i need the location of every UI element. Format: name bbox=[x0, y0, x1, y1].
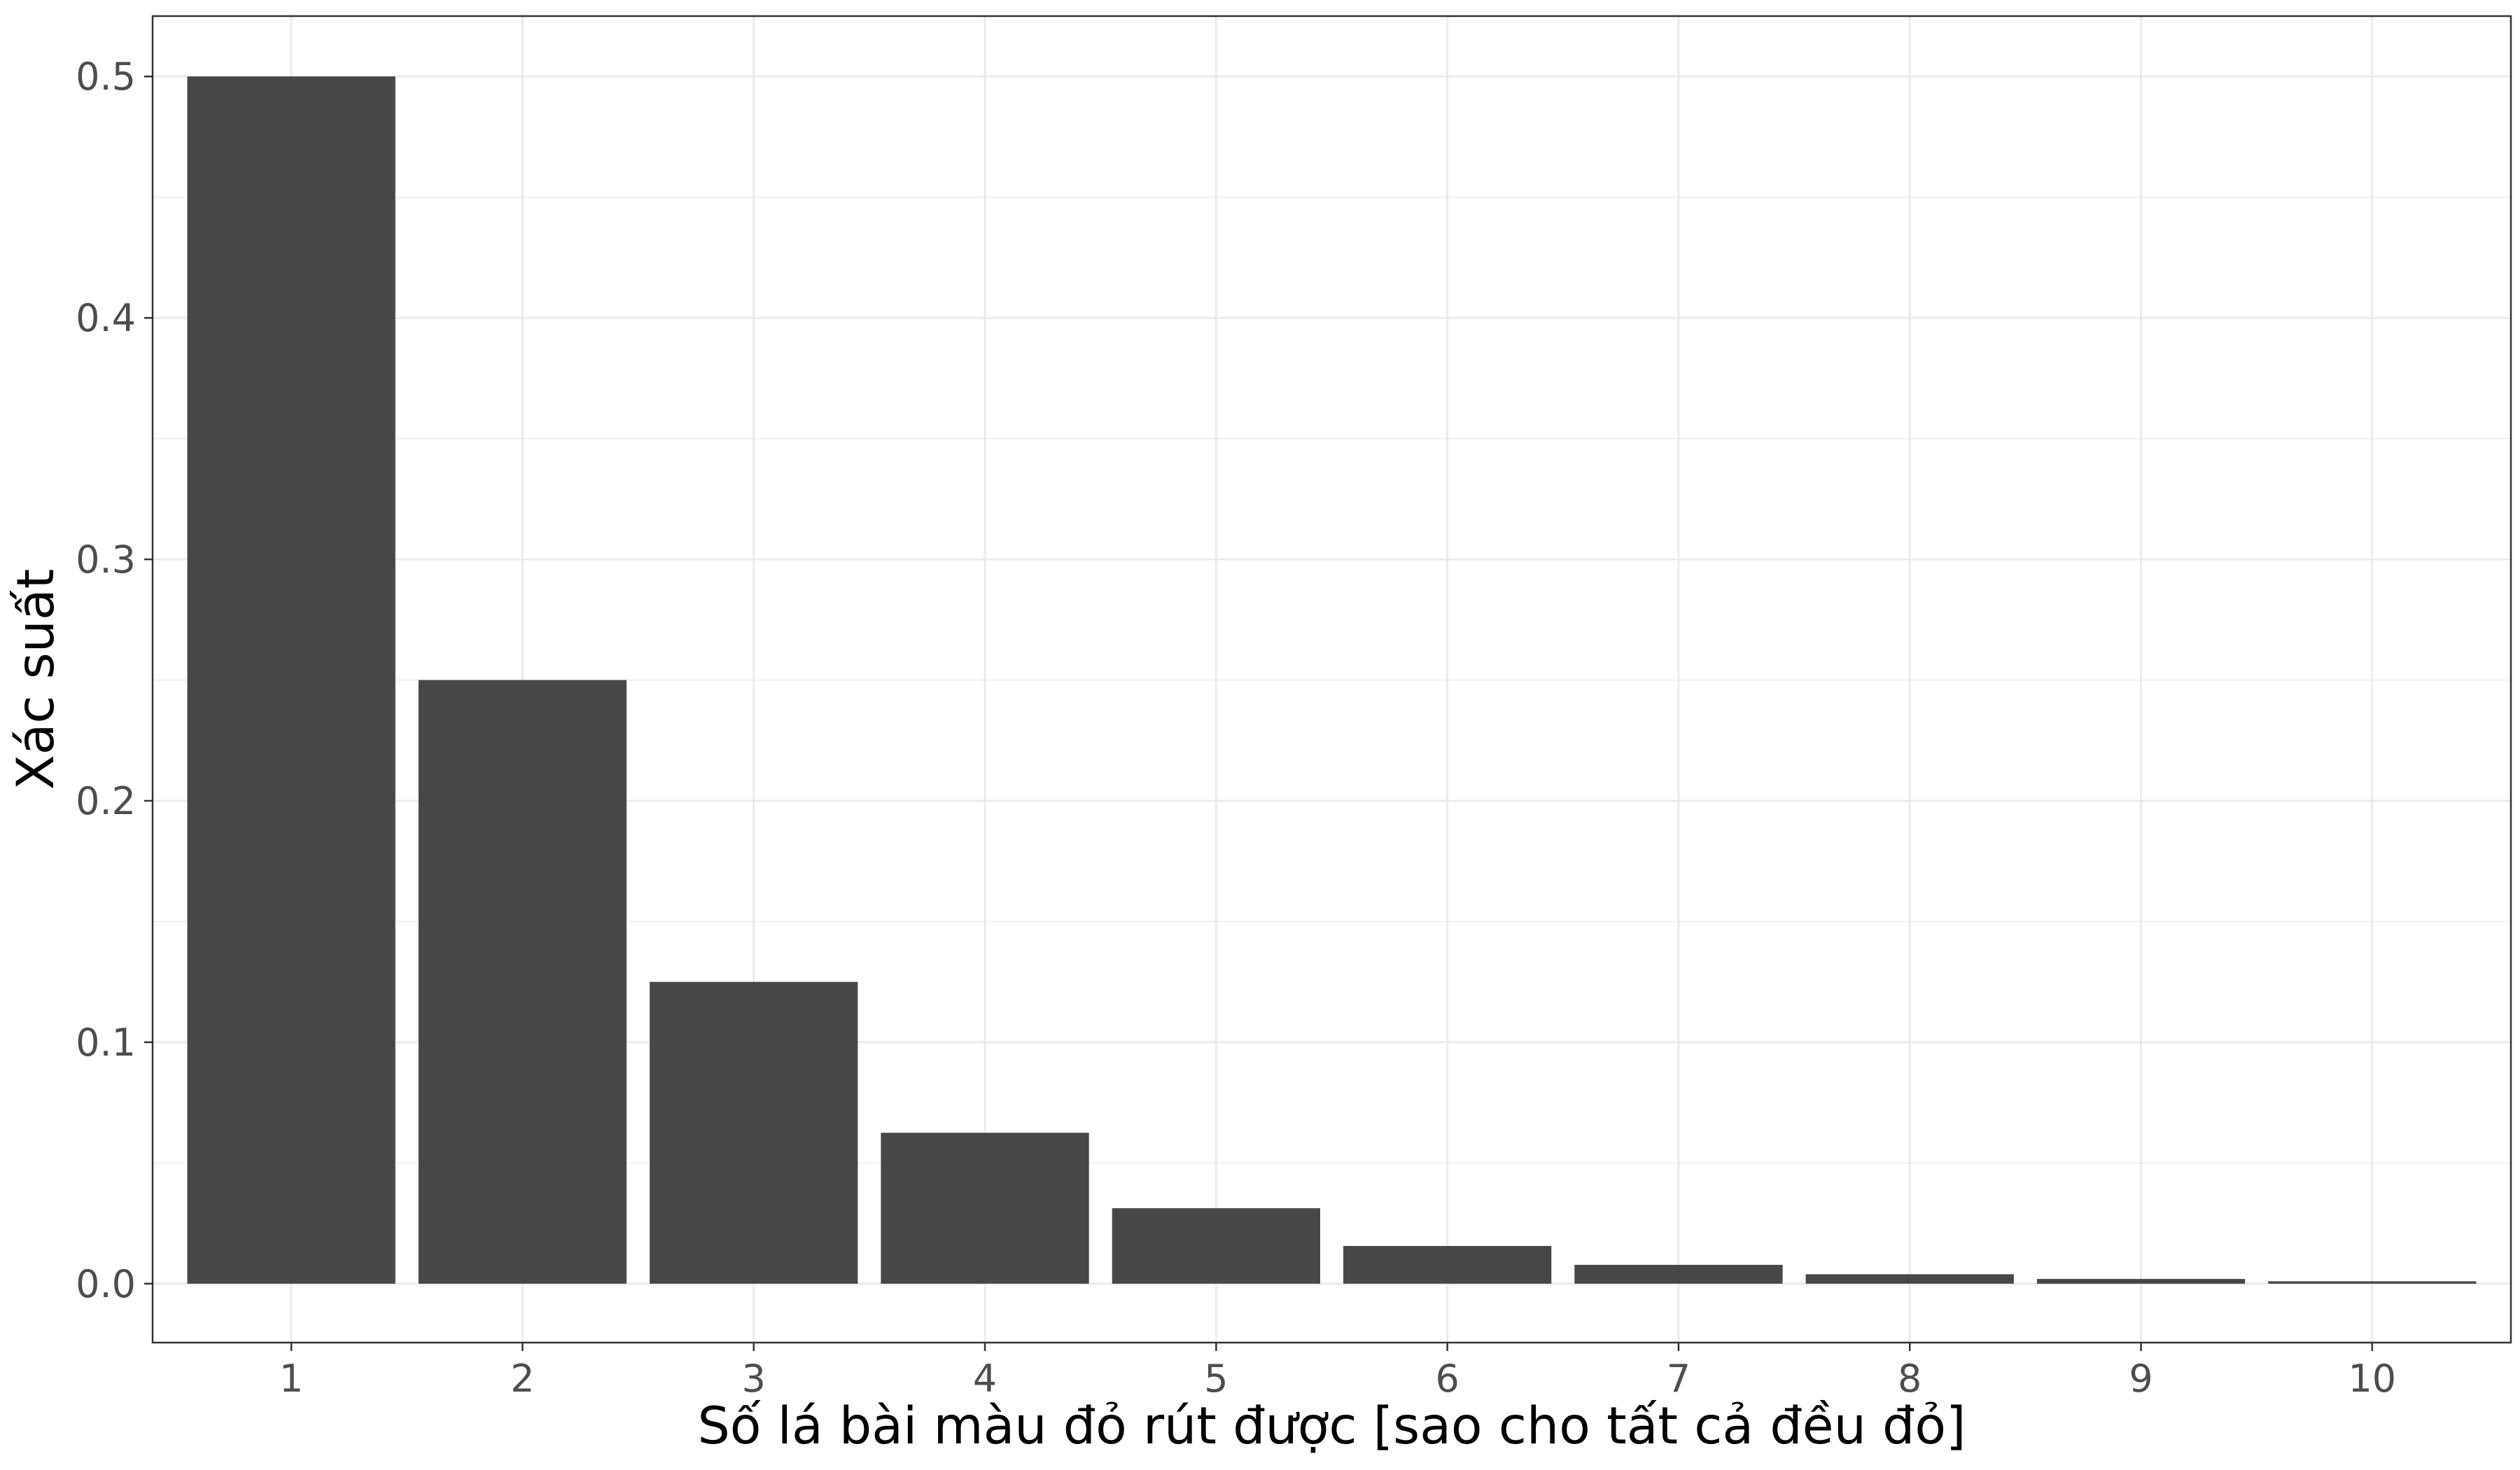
x-tick-label: 5 bbox=[1204, 1357, 1228, 1401]
x-axis-title: Số lá bài màu đỏ rút được [sao cho tất c… bbox=[697, 1396, 1966, 1456]
bar-9 bbox=[2036, 1279, 2246, 1284]
bar-2 bbox=[418, 680, 627, 1284]
bar-5 bbox=[1112, 1208, 1320, 1284]
y-tick-label: 0.0 bbox=[76, 1262, 136, 1306]
x-axis: 1 2 3 4 5 6 7 8 9 10 bbox=[279, 1343, 2396, 1401]
x-tick-label: 3 bbox=[742, 1357, 766, 1401]
x-tick-label: 7 bbox=[1667, 1357, 1690, 1401]
bar-3 bbox=[650, 981, 858, 1284]
y-axis: 0.0 0.1 0.2 0.3 0.4 0.5 bbox=[76, 55, 153, 1306]
bar-4 bbox=[881, 1133, 1089, 1284]
x-tick-label: 6 bbox=[1435, 1357, 1459, 1401]
x-tick-label: 4 bbox=[973, 1357, 997, 1401]
y-tick-label: 0.1 bbox=[76, 1021, 136, 1065]
y-axis-title: Xác suất bbox=[6, 569, 66, 790]
bar-10 bbox=[2268, 1281, 2477, 1284]
x-tick-label: 10 bbox=[2348, 1357, 2396, 1401]
bar-7 bbox=[1574, 1264, 1783, 1284]
bar-6 bbox=[1343, 1245, 1552, 1284]
bar-8 bbox=[1805, 1274, 2014, 1284]
y-tick-label: 0.4 bbox=[76, 296, 136, 340]
y-tick-label: 0.2 bbox=[76, 779, 136, 823]
x-tick-label: 1 bbox=[279, 1357, 303, 1401]
x-tick-label: 8 bbox=[1898, 1357, 1921, 1401]
bars bbox=[187, 76, 2477, 1284]
y-tick-label: 0.5 bbox=[76, 55, 136, 99]
panel-border bbox=[151, 15, 2512, 1344]
y-tick-label: 0.3 bbox=[76, 538, 136, 582]
bar-1 bbox=[187, 76, 396, 1284]
x-tick-label: 9 bbox=[2129, 1357, 2152, 1401]
x-tick-label: 2 bbox=[510, 1357, 534, 1401]
